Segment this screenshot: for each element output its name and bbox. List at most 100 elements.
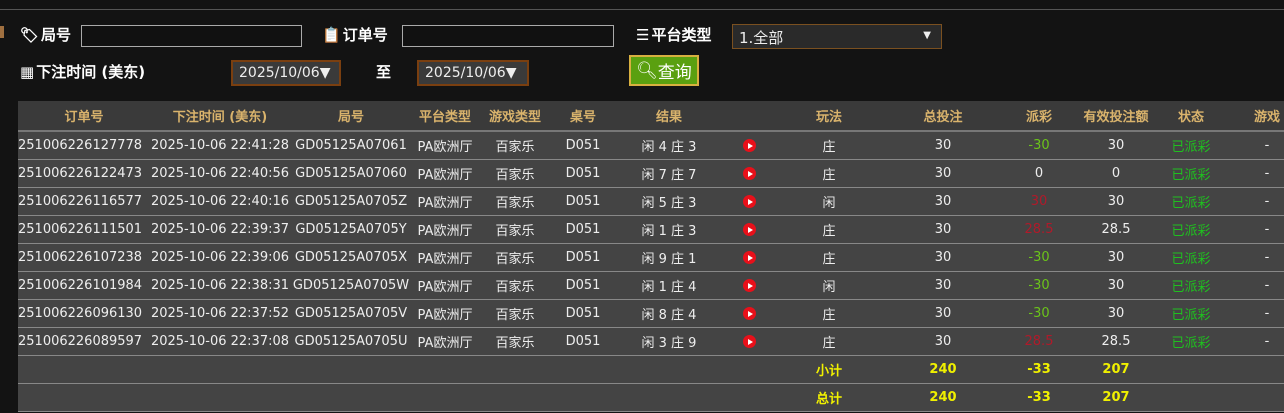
- play-video-icon[interactable]: [742, 223, 756, 236]
- table-cell: 庄: [774, 215, 884, 244]
- play-video-icon[interactable]: [742, 307, 756, 320]
- column-header[interactable]: 玩法: [774, 101, 884, 132]
- table-cell: PA欧洲厅: [412, 299, 478, 328]
- empty-cell: [412, 355, 478, 384]
- column-header[interactable]: 状态: [1156, 101, 1226, 132]
- table-cell: 百家乐: [478, 159, 552, 188]
- table-cell: -: [1226, 187, 1284, 216]
- table-cell: 30: [884, 299, 1002, 328]
- table-cell: 已派彩: [1156, 215, 1226, 244]
- column-header[interactable]: 桌号: [552, 101, 614, 132]
- table-cell: PA欧洲厅: [412, 327, 478, 356]
- table-cell: 251006226122473: [18, 159, 150, 188]
- date-from[interactable]: 2025/10/06▼: [231, 60, 341, 86]
- column-header[interactable]: [724, 101, 774, 132]
- column-header[interactable]: 游戏: [1226, 101, 1284, 132]
- table-cell: -30: [1002, 299, 1076, 328]
- table-cell: 庄: [774, 243, 884, 272]
- column-header[interactable]: 有效投注额: [1076, 101, 1156, 132]
- column-header[interactable]: 订单号: [18, 101, 150, 132]
- table-cell: 2025-10-06 22:39:37: [150, 215, 290, 244]
- play-video-icon[interactable]: [742, 279, 756, 292]
- table-cell: -: [1226, 243, 1284, 272]
- table-cell: 2025-10-06 22:37:08: [150, 327, 290, 356]
- table-cell: -: [1226, 131, 1284, 160]
- replay-cell[interactable]: [724, 243, 774, 272]
- table-cell: 已派彩: [1156, 243, 1226, 272]
- table-cell: 已派彩: [1156, 299, 1226, 328]
- column-header[interactable]: 总投注: [884, 101, 1002, 132]
- column-header[interactable]: 下注时间 (美东): [150, 101, 290, 132]
- table-cell: 30: [1002, 187, 1076, 216]
- subtotal-payout: -33: [1002, 355, 1076, 384]
- table-cell: PA欧洲厅: [412, 215, 478, 244]
- table-cell: D051: [552, 159, 614, 188]
- table-cell: 2025-10-06 22:40:16: [150, 187, 290, 216]
- table-cell: 251006226089597: [18, 327, 150, 356]
- table-row: 251006226127778 2025-10-06 22:41:28 GD0512…: [18, 131, 1284, 160]
- table-cell: 闲 3 庄 9: [614, 327, 724, 356]
- empty-cell: [614, 383, 724, 412]
- play-video-icon[interactable]: [742, 335, 756, 348]
- table-cell: GD05125A0705X: [290, 243, 412, 272]
- table-cell: 已派彩: [1156, 271, 1226, 300]
- empty-cell: [18, 355, 150, 384]
- query-button[interactable]: 🔍︎ 查询: [629, 55, 699, 86]
- table-cell: 已派彩: [1156, 187, 1226, 216]
- table-cell: 30: [884, 159, 1002, 188]
- table-row: 251006226089597 2025-10-06 22:37:08 GD0512…: [18, 327, 1284, 356]
- empty-cell: [290, 355, 412, 384]
- table-cell: 百家乐: [478, 215, 552, 244]
- table-cell: -: [1226, 327, 1284, 356]
- replay-cell[interactable]: [724, 327, 774, 356]
- replay-cell[interactable]: [724, 131, 774, 160]
- empty-cell: [614, 355, 724, 384]
- table-cell: 251006226111501: [18, 215, 150, 244]
- play-video-icon[interactable]: [742, 195, 756, 208]
- date-to[interactable]: 2025/10/06▼: [417, 60, 529, 86]
- table-row: 251006226101984 2025-10-06 22:38:31 GD0512…: [18, 271, 1284, 300]
- round-input[interactable]: [81, 25, 302, 47]
- table-row: 251006226116577 2025-10-06 22:40:16 GD0512…: [18, 187, 1284, 216]
- table-cell: -30: [1002, 271, 1076, 300]
- replay-cell[interactable]: [724, 159, 774, 188]
- total-payout: -33: [1002, 383, 1076, 412]
- play-video-icon[interactable]: [742, 139, 756, 152]
- column-header[interactable]: 平台类型: [412, 101, 478, 132]
- table-cell: 庄: [774, 131, 884, 160]
- column-header[interactable]: 派彩: [1002, 101, 1076, 132]
- table-cell: 28.5: [1002, 327, 1076, 356]
- table-cell: GD05125A07061: [290, 131, 412, 160]
- table-cell: 2025-10-06 22:38:31: [150, 271, 290, 300]
- table-cell: D051: [552, 131, 614, 160]
- empty-cell: [1156, 355, 1226, 384]
- table-cell: PA欧洲厅: [412, 187, 478, 216]
- time-label: ▦ 下注时间 (美东): [20, 62, 146, 82]
- play-video-icon[interactable]: [742, 251, 756, 264]
- table-cell: -30: [1002, 131, 1076, 160]
- table-cell: 30: [1076, 243, 1156, 272]
- column-header[interactable]: 结果: [614, 101, 724, 132]
- table-cell: 庄: [774, 299, 884, 328]
- table-cell: 28.5: [1076, 327, 1156, 356]
- empty-cell: [18, 383, 150, 412]
- table-cell: 闲 8 庄 4: [614, 299, 724, 328]
- table-row: 251006226096130 2025-10-06 22:37:52 GD0512…: [18, 299, 1284, 328]
- replay-cell[interactable]: [724, 299, 774, 328]
- platform-select[interactable]: 1.全部 ▼: [732, 24, 942, 49]
- table-cell: 2025-10-06 22:39:06: [150, 243, 290, 272]
- column-header[interactable]: 局号: [290, 101, 412, 132]
- play-video-icon[interactable]: [742, 167, 756, 180]
- empty-cell: [290, 383, 412, 412]
- order-input[interactable]: [402, 25, 614, 47]
- table-cell: 闲 1 庄 4: [614, 271, 724, 300]
- replay-cell[interactable]: [724, 271, 774, 300]
- table-cell: D051: [552, 187, 614, 216]
- table-cell: PA欧洲厅: [412, 131, 478, 160]
- column-header[interactable]: 游戏类型: [478, 101, 552, 132]
- replay-cell[interactable]: [724, 187, 774, 216]
- replay-cell[interactable]: [724, 215, 774, 244]
- round-label: 🏷 局号: [20, 25, 72, 45]
- table-cell: 30: [884, 131, 1002, 160]
- table-cell: D051: [552, 327, 614, 356]
